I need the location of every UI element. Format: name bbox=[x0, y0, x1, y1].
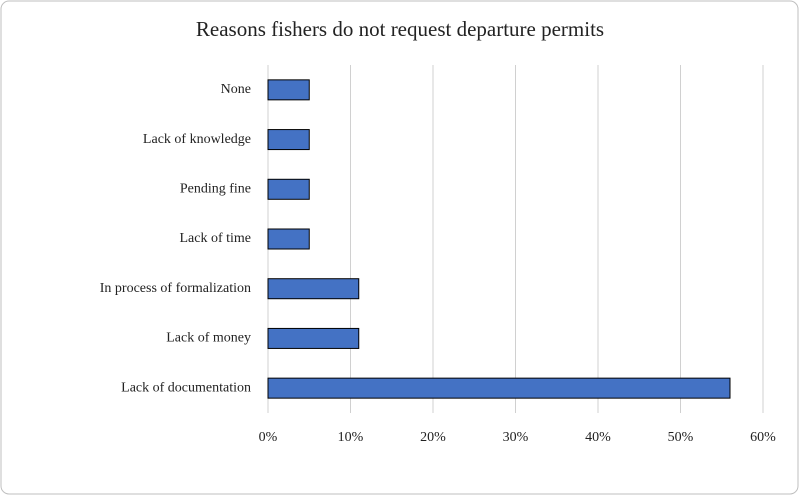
y-tick-label: None bbox=[221, 82, 251, 97]
x-tick-label: 10% bbox=[338, 430, 364, 445]
bar bbox=[267, 327, 360, 349]
bar bbox=[267, 178, 310, 200]
y-tick-label: In process of formalization bbox=[100, 281, 251, 296]
y-tick-label: Lack of money bbox=[166, 331, 251, 346]
x-tick-label: 30% bbox=[503, 430, 529, 445]
x-tick-label: 50% bbox=[668, 430, 694, 445]
x-tick-label: 60% bbox=[750, 430, 776, 445]
bar bbox=[267, 129, 310, 151]
bar bbox=[267, 377, 731, 399]
y-tick-label: Lack of knowledge bbox=[143, 132, 251, 147]
bar bbox=[267, 79, 310, 101]
y-tick-label: Lack of time bbox=[179, 231, 251, 246]
y-tick-label: Lack of documentation bbox=[121, 380, 251, 395]
x-tick-label: 40% bbox=[585, 430, 611, 445]
chart-title: Reasons fishers do not request departure… bbox=[196, 17, 604, 41]
bar bbox=[267, 228, 310, 250]
x-tick-label: 0% bbox=[259, 430, 278, 445]
y-tick-label: Pending fine bbox=[180, 182, 251, 197]
x-tick-label: 20% bbox=[420, 430, 446, 445]
bar bbox=[267, 278, 360, 300]
